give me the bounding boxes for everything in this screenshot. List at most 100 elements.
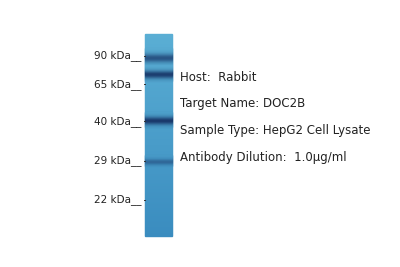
- Bar: [144, 48, 172, 49]
- Bar: [144, 50, 172, 51]
- Bar: [144, 69, 172, 70]
- Text: Sample Type: HepG2 Cell Lysate: Sample Type: HepG2 Cell Lysate: [180, 124, 371, 137]
- Bar: [144, 47, 172, 48]
- Bar: [144, 195, 172, 196]
- Bar: [144, 93, 172, 94]
- Bar: [144, 177, 172, 178]
- Bar: [144, 120, 172, 121]
- Bar: [144, 181, 172, 182]
- Bar: [144, 230, 172, 231]
- Bar: [144, 109, 172, 110]
- Bar: [144, 184, 172, 185]
- Bar: [144, 211, 172, 212]
- Bar: [144, 51, 172, 52]
- Bar: [144, 148, 172, 149]
- Bar: [144, 41, 172, 42]
- Bar: [144, 40, 172, 41]
- Bar: [144, 43, 172, 44]
- Bar: [144, 132, 172, 133]
- Bar: [144, 129, 172, 130]
- Bar: [144, 37, 172, 38]
- Bar: [144, 39, 172, 40]
- Bar: [144, 198, 172, 199]
- Bar: [144, 190, 172, 191]
- Bar: [144, 78, 172, 79]
- Bar: [144, 233, 172, 234]
- Bar: [144, 72, 172, 73]
- Bar: [144, 62, 172, 63]
- Bar: [144, 90, 172, 91]
- Bar: [144, 175, 172, 176]
- Bar: [144, 61, 172, 62]
- Bar: [144, 99, 172, 100]
- Text: 29 kDa__: 29 kDa__: [94, 155, 142, 166]
- Bar: [144, 216, 172, 217]
- Bar: [144, 68, 172, 69]
- Bar: [144, 232, 172, 233]
- Bar: [144, 77, 172, 78]
- Bar: [144, 152, 172, 153]
- Bar: [144, 182, 172, 183]
- Bar: [144, 215, 172, 216]
- Bar: [144, 86, 172, 87]
- Bar: [144, 168, 172, 169]
- Bar: [144, 222, 172, 223]
- Bar: [144, 107, 172, 108]
- Bar: [144, 210, 172, 211]
- Bar: [144, 209, 172, 210]
- Text: 65 kDa__: 65 kDa__: [94, 79, 142, 90]
- Bar: [144, 146, 172, 147]
- Bar: [144, 82, 172, 83]
- Bar: [144, 116, 172, 117]
- Bar: [144, 174, 172, 175]
- Bar: [144, 151, 172, 152]
- Bar: [144, 71, 172, 72]
- Bar: [144, 85, 172, 86]
- Bar: [144, 131, 172, 132]
- Bar: [144, 199, 172, 200]
- Bar: [144, 102, 172, 103]
- Bar: [144, 147, 172, 148]
- Bar: [144, 155, 172, 156]
- Bar: [144, 46, 172, 47]
- Bar: [144, 158, 172, 159]
- Bar: [144, 171, 172, 172]
- Bar: [144, 173, 172, 174]
- Bar: [144, 187, 172, 188]
- Bar: [144, 224, 172, 225]
- Bar: [144, 176, 172, 177]
- Bar: [144, 150, 172, 151]
- Bar: [144, 35, 172, 36]
- Bar: [144, 127, 172, 128]
- Bar: [144, 101, 172, 102]
- Bar: [144, 115, 172, 116]
- Bar: [144, 193, 172, 194]
- Bar: [144, 170, 172, 171]
- Bar: [144, 202, 172, 203]
- Bar: [144, 58, 172, 59]
- Bar: [144, 178, 172, 179]
- Bar: [144, 74, 172, 75]
- Bar: [144, 123, 172, 124]
- Bar: [144, 189, 172, 190]
- Bar: [144, 108, 172, 109]
- Bar: [144, 228, 172, 229]
- Bar: [144, 172, 172, 173]
- Bar: [144, 166, 172, 167]
- Bar: [144, 84, 172, 85]
- Bar: [144, 76, 172, 77]
- Bar: [144, 217, 172, 218]
- Bar: [144, 143, 172, 144]
- Bar: [144, 194, 172, 195]
- Bar: [144, 141, 172, 142]
- Text: 40 kDa__: 40 kDa__: [94, 116, 142, 127]
- Bar: [144, 185, 172, 186]
- Bar: [144, 139, 172, 140]
- Bar: [144, 80, 172, 81]
- Bar: [144, 142, 172, 143]
- Bar: [144, 191, 172, 192]
- Bar: [144, 212, 172, 213]
- Bar: [144, 121, 172, 122]
- Bar: [144, 49, 172, 50]
- Bar: [144, 219, 172, 220]
